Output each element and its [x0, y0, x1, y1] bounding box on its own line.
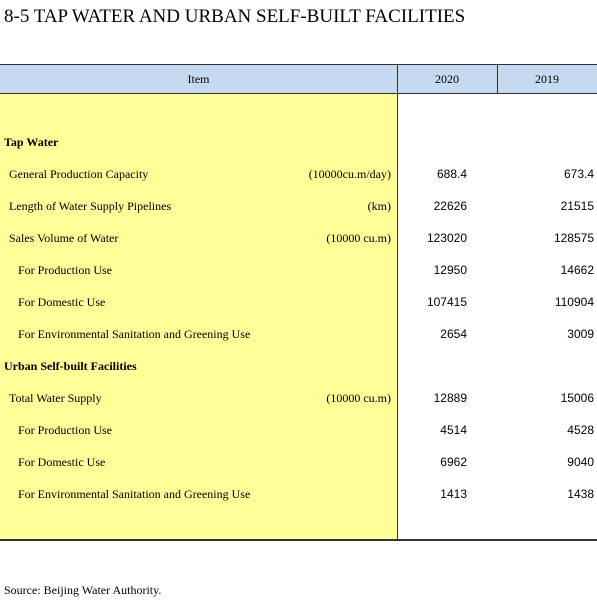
cell-2019: 9040 — [567, 455, 594, 469]
cell-2020: 688.4 — [436, 167, 467, 181]
item-column-bg — [0, 94, 397, 540]
cell-2020: 1413 — [440, 487, 467, 501]
header-cell: 2019 — [535, 72, 559, 86]
row-label: For Production Use — [18, 423, 112, 437]
cell-2019: 673.4 — [563, 167, 594, 181]
cell-2020: 2654 — [440, 327, 467, 341]
cell-2020: 22626 — [433, 199, 467, 213]
row-label: For Production Use — [18, 263, 112, 277]
header-cell: 2020 — [435, 72, 459, 86]
row-label: For Environmental Sanitation and Greenin… — [18, 487, 251, 501]
row-unit: (10000cu.m/day) — [308, 167, 391, 181]
table-bottom-border — [0, 539, 597, 541]
cell-2019: 14662 — [560, 263, 594, 277]
column-divider — [497, 64, 498, 94]
source-note: Source: Beijing Water Authority. — [4, 583, 162, 597]
cell-2019: 3009 — [567, 327, 594, 341]
cell-2019: 1438 — [567, 487, 594, 501]
header-cell: Item — [187, 72, 210, 86]
cell-2019: 110904 — [554, 295, 594, 309]
row-label: For Domestic Use — [18, 455, 106, 469]
row-label: Sales Volume of Water — [9, 231, 119, 245]
row-unit: (10000 cu.m) — [326, 391, 391, 405]
section-heading: Urban Self-built Facilities — [4, 359, 137, 373]
section-heading: Tap Water — [4, 135, 59, 149]
cell-2019: 15006 — [560, 391, 594, 405]
row-unit: (km) — [367, 199, 391, 213]
row-label: Total Water Supply — [9, 391, 102, 405]
page-title: 8-5 TAP WATER AND URBAN SELF-BUILT FACIL… — [4, 6, 466, 27]
row-unit: (10000 cu.m) — [326, 231, 391, 245]
row-label: Length of Water Supply Pipelines — [9, 199, 172, 213]
cell-2020: 6962 — [440, 455, 467, 469]
column-divider — [397, 64, 398, 540]
cell-2020: 4514 — [440, 423, 467, 437]
cell-2020: 12950 — [433, 263, 467, 277]
cell-2019: 128575 — [553, 231, 594, 245]
cell-2020: 123020 — [426, 231, 467, 245]
row-label: For Environmental Sanitation and Greenin… — [18, 327, 251, 341]
cell-2019: 4528 — [567, 423, 594, 437]
row-label: For Domestic Use — [18, 295, 106, 309]
cell-2019: 21515 — [560, 199, 594, 213]
cell-2020: 107415 — [426, 295, 467, 309]
cell-2020: 12889 — [433, 391, 467, 405]
row-label: General Production Capacity — [9, 167, 149, 181]
